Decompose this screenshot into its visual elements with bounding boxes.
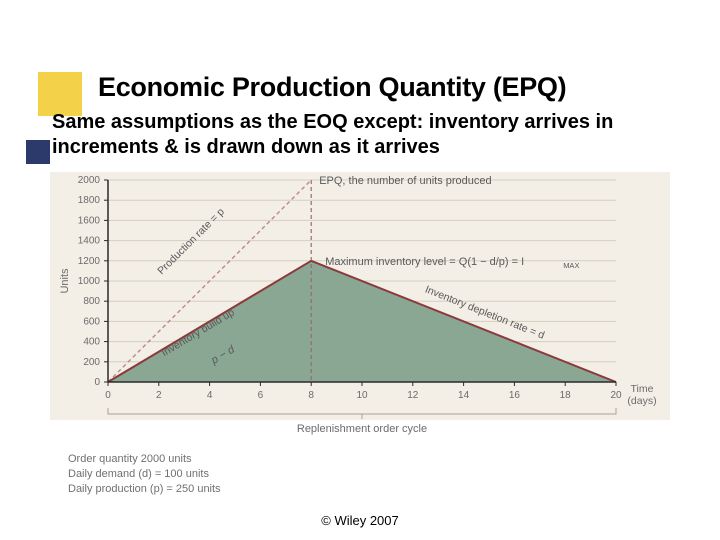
svg-text:2: 2 xyxy=(156,390,162,401)
caption-line: Daily production (p) = 250 units xyxy=(68,482,221,497)
svg-text:8: 8 xyxy=(308,390,314,401)
svg-text:Maximum inventory level = Q(1: Maximum inventory level = Q(1 − d/p) = I xyxy=(325,256,524,268)
svg-text:1400: 1400 xyxy=(78,236,101,247)
svg-text:12: 12 xyxy=(407,390,419,401)
slide-subtitle: Same assumptions as the EOQ except: inve… xyxy=(52,110,690,160)
svg-text:Units: Units xyxy=(59,268,71,294)
svg-text:16: 16 xyxy=(509,390,521,401)
svg-text:20: 20 xyxy=(610,390,622,401)
slide-title: Economic Production Quantity (EPQ) xyxy=(98,72,566,103)
epq-chart: 0 200 400 600 800 1000 1200 1400 1600 1800 2000 0 2 4… xyxy=(50,172,670,452)
copyright-footer: © Wiley 2007 xyxy=(0,513,720,528)
svg-text:4: 4 xyxy=(207,390,213,401)
svg-text:18: 18 xyxy=(560,390,572,401)
chart-caption: Order quantity 2000 units Daily demand (… xyxy=(68,452,221,497)
svg-text:(days): (days) xyxy=(627,395,656,407)
svg-text:1200: 1200 xyxy=(78,256,101,267)
svg-text:1000: 1000 xyxy=(78,276,101,287)
svg-text:14: 14 xyxy=(458,390,470,401)
svg-text:0: 0 xyxy=(105,390,111,401)
svg-text:200: 200 xyxy=(83,357,100,368)
svg-text:800: 800 xyxy=(83,296,100,307)
svg-text:Time: Time xyxy=(631,383,654,395)
svg-text:6: 6 xyxy=(258,390,264,401)
svg-text:0: 0 xyxy=(94,377,100,388)
svg-text:600: 600 xyxy=(83,316,100,327)
svg-text:MAX: MAX xyxy=(563,261,579,270)
chart-svg: 0 200 400 600 800 1000 1200 1400 1600 1800 2000 0 2 4… xyxy=(50,172,670,452)
accent-square-navy xyxy=(26,140,50,164)
svg-text:1800: 1800 xyxy=(78,195,101,206)
svg-text:2000: 2000 xyxy=(78,175,101,186)
svg-text:400: 400 xyxy=(83,337,100,348)
svg-text:10: 10 xyxy=(356,390,368,401)
svg-text:EPQ, the number of units produ: EPQ, the number of units produced xyxy=(319,175,491,187)
svg-text:1600: 1600 xyxy=(78,215,101,226)
caption-line: Order quantity 2000 units xyxy=(68,452,221,467)
svg-text:Replenishment order cycle: Replenishment order cycle xyxy=(297,423,427,435)
caption-line: Daily demand (d) = 100 units xyxy=(68,467,221,482)
